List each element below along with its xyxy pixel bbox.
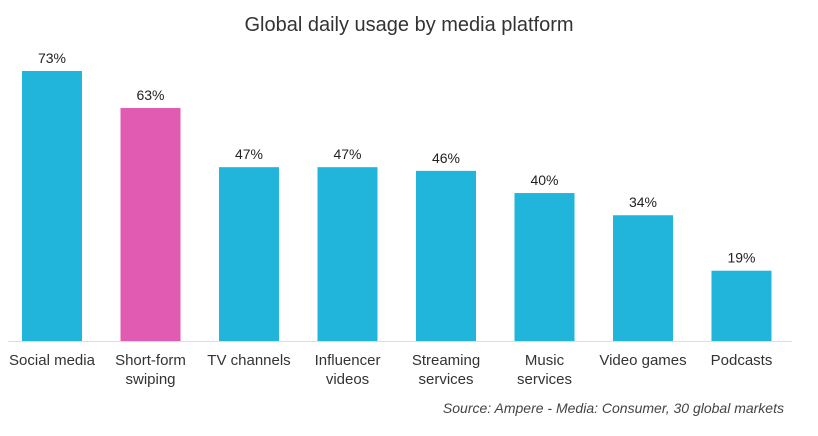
category-label-2-line-0: TV channels	[207, 352, 290, 369]
value-label-2: 47%	[235, 146, 263, 162]
bar-2	[219, 167, 279, 341]
bar-7	[711, 270, 772, 341]
category-label-0-line-0: Social media	[9, 352, 96, 369]
value-label-3: 47%	[333, 146, 361, 162]
bar-0	[22, 71, 82, 341]
bar-1	[120, 107, 181, 341]
category-label-1-line-1: swiping	[125, 371, 175, 388]
bar-5	[514, 193, 575, 341]
value-label-7: 19%	[727, 250, 755, 266]
value-label-5: 40%	[530, 172, 558, 188]
value-label-1: 63%	[136, 87, 164, 103]
value-label-6: 34%	[629, 194, 657, 210]
category-label-5-line-1: services	[517, 371, 572, 388]
bar-4	[416, 170, 476, 341]
category-label-3-line-1: videos	[326, 371, 369, 388]
category-label-4-line-1: services	[418, 371, 473, 388]
category-label-3-line-0: Influencer	[315, 352, 381, 369]
bar-6	[613, 215, 673, 341]
chart-source-note: Source: Ampere - Media: Consumer, 30 glo…	[442, 400, 784, 416]
value-label-0: 73%	[38, 50, 66, 66]
category-label-5-line-0: Music	[525, 352, 565, 369]
category-label-1-line-0: Short-form	[115, 352, 186, 369]
category-label-7-line-0: Podcasts	[711, 352, 773, 369]
bar-3	[317, 167, 378, 341]
value-label-4: 46%	[432, 150, 460, 166]
category-label-6-line-0: Video games	[599, 352, 686, 369]
category-label-4-line-0: Streaming	[412, 352, 480, 369]
chart-title: Global daily usage by media platform	[244, 14, 574, 36]
